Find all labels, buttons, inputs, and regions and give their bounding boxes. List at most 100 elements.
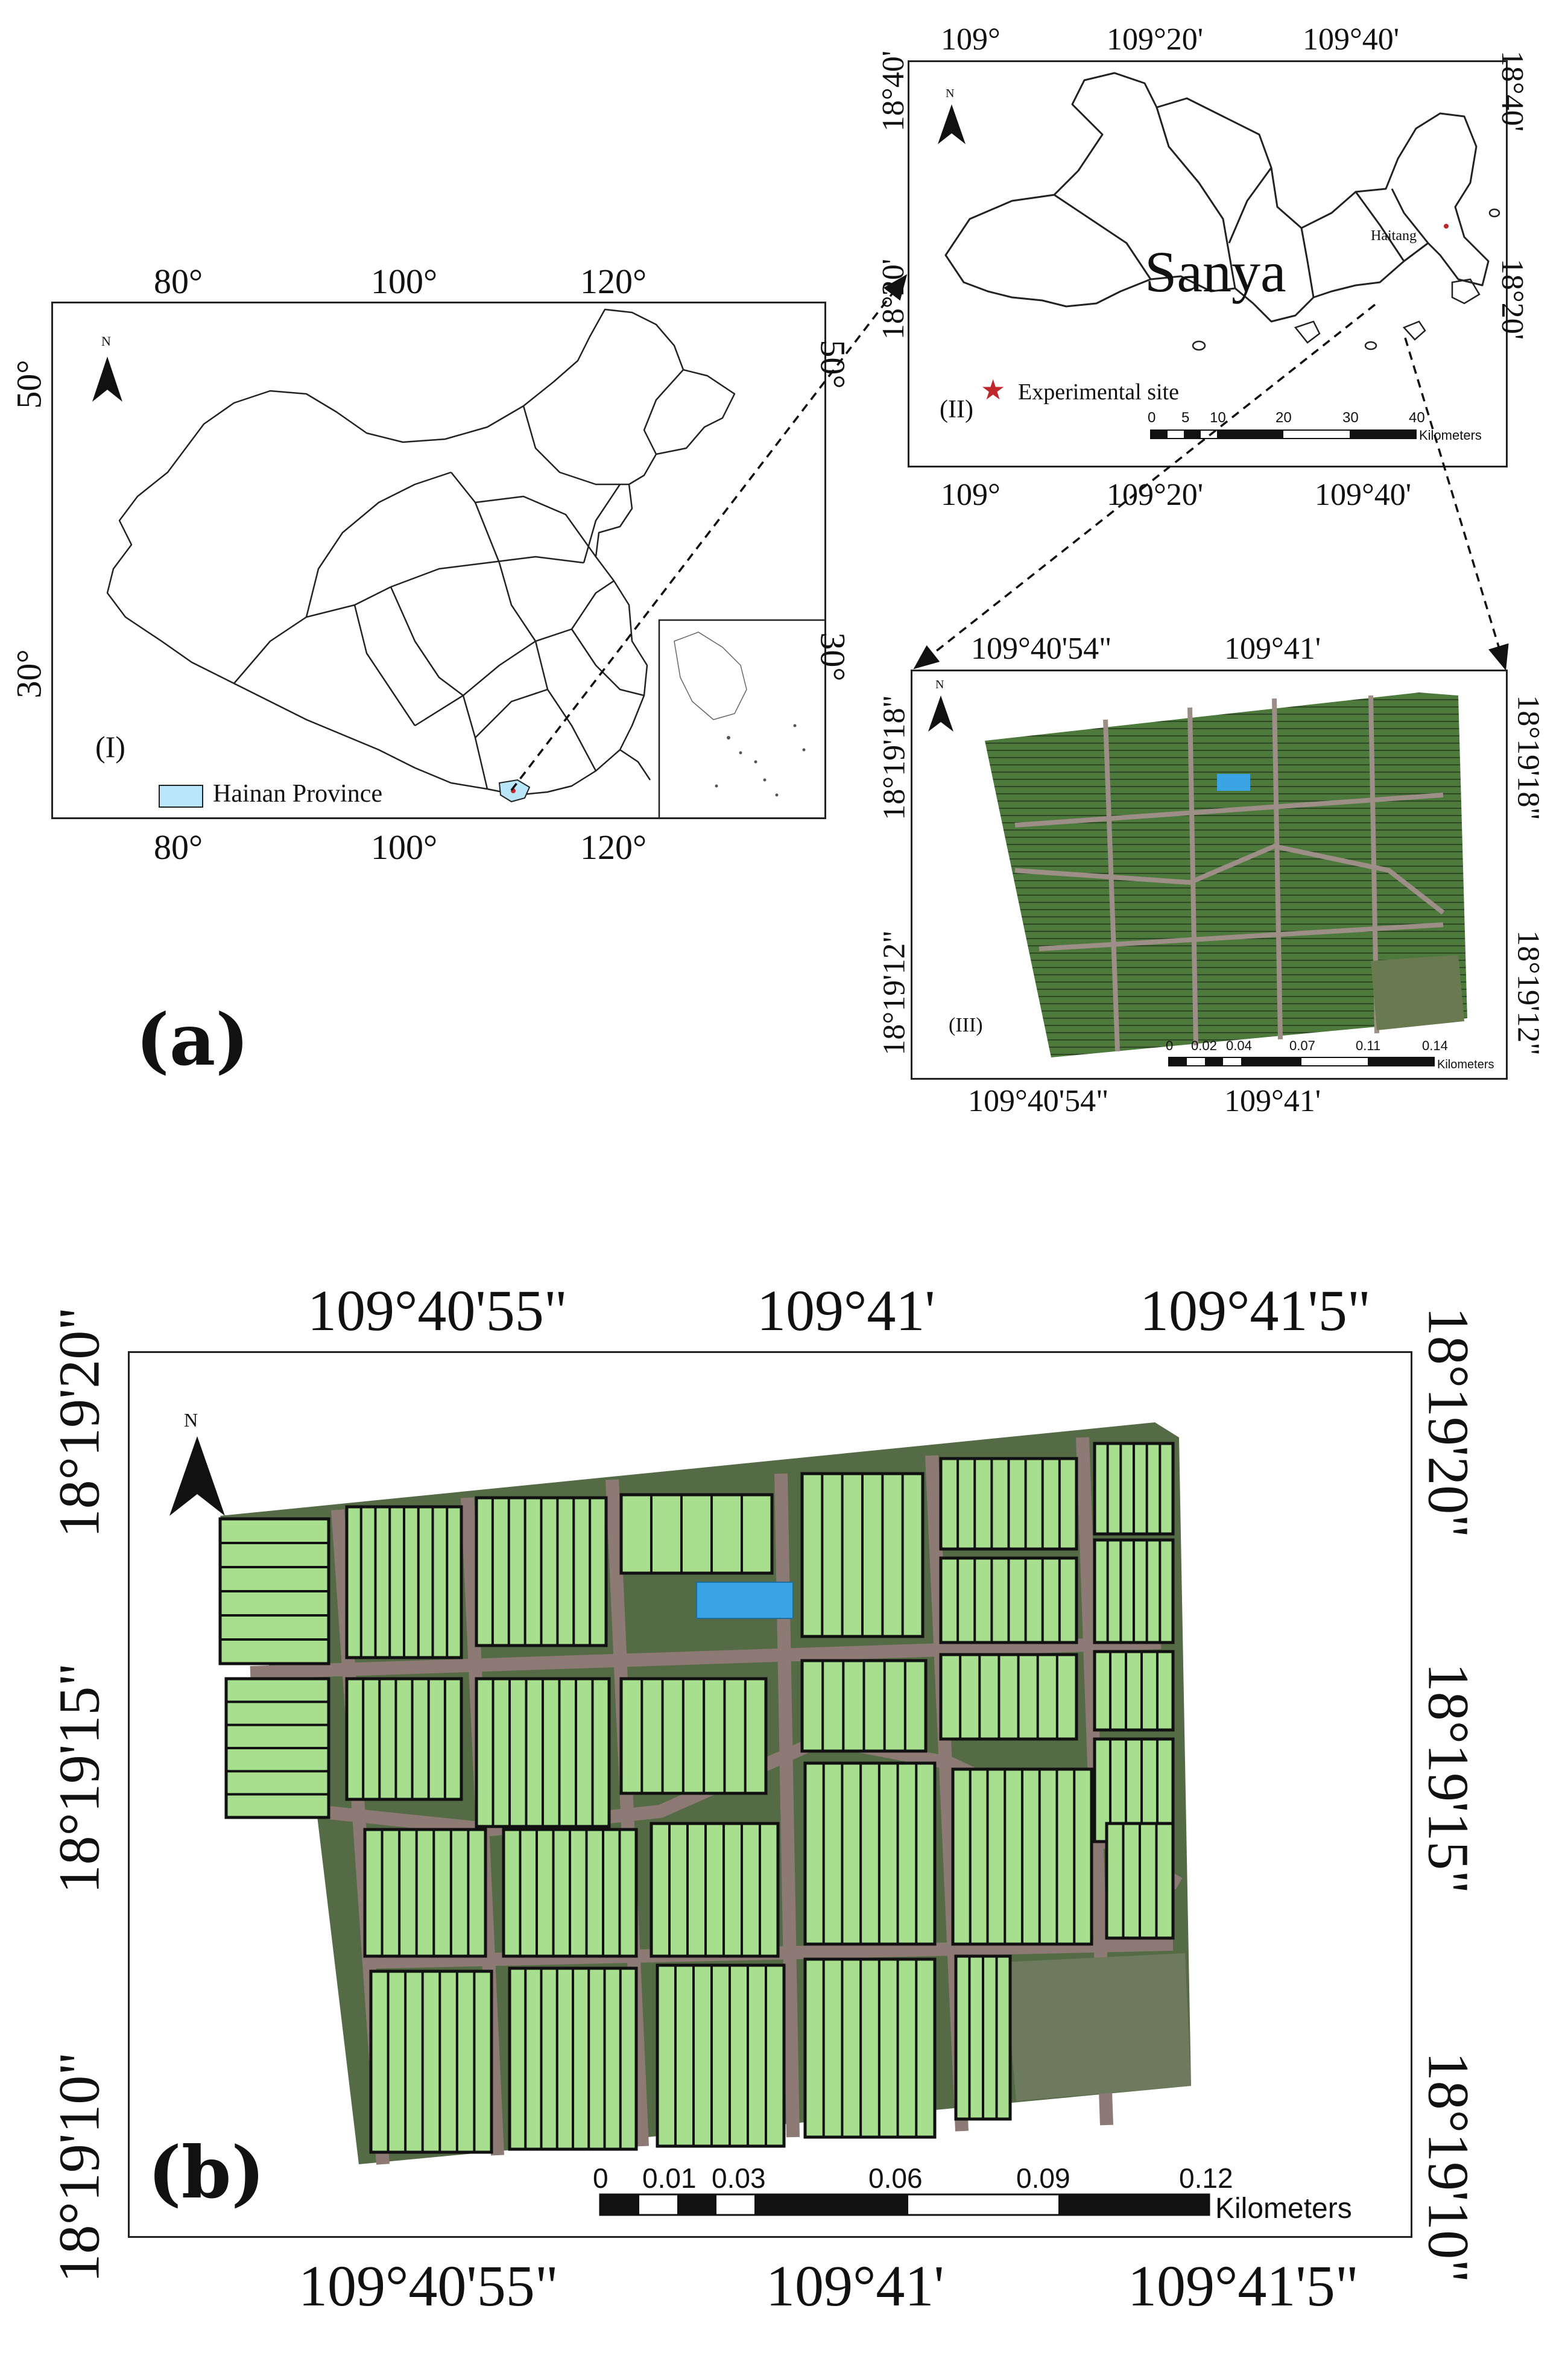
plot-block-fill [369,1969,493,2154]
plot-block-fill [656,1963,786,2148]
plot-block-fill [939,1653,1078,1741]
plot-block [363,1828,487,1958]
plots-map-frame: N 0 0.01 0.03 0.06 0.09 0.12 Kilometers … [128,1351,1412,2238]
plot-block [800,1472,925,1638]
hainan-legend-swatch [159,785,203,808]
sanya-top-tick-1: 109° [941,22,1001,57]
plot-block [345,1505,463,1659]
sanya-city-label: Sanya [1145,239,1286,304]
b-top-tick-1: 109°40'55" [308,1278,567,1343]
site-scale-2: 0.04 [1226,1038,1252,1053]
china-top-tick-2: 100° [371,262,438,301]
plot-block [939,1556,1078,1644]
china-bottom-tick-1: 80° [154,828,203,867]
plot-block-fill [1093,1650,1175,1732]
china-map-frame: N (I) Hainan Province [51,302,826,819]
plot-block-fill [345,1677,463,1801]
china-top-tick-3: 120° [580,262,647,301]
b-left-tick-2: 18°19'15" [46,1662,112,1894]
plot-block [619,1493,774,1575]
plot-block [939,1653,1078,1741]
sanya-top-tick-2: 109°20' [1107,22,1204,57]
plot-block [475,1496,608,1647]
china-top-tick-1: 80° [154,262,203,301]
plots-layer [218,1442,1175,2154]
site-right-tick-2: 18°19'12" [1511,930,1546,1056]
sanya-scale-0: 0 [1148,410,1156,426]
sanya-top-tick-3: 109°40' [1303,22,1400,57]
b-top-tick-3: 109°41'5" [1140,1278,1371,1343]
panel-b-label: (b) [148,2130,265,2214]
b-left-tick-1: 18°19'20" [46,1307,112,1538]
plot-block-fill [650,1822,780,1958]
plots-north-arrow-icon [169,1436,225,1516]
plot-block [954,1954,1012,2121]
b-bottom-tick-1: 109°40'55" [299,2254,558,2318]
b-top-tick-2: 109°41' [757,1278,935,1343]
sanya-scale-1: 5 [1181,410,1190,426]
sanya-scale-5: 40 [1409,410,1425,426]
site-top-tick-2: 109°41' [1224,632,1321,666]
china-map-numeral: (I) [95,730,125,764]
china-bottom-tick-2: 100° [371,828,438,867]
plot-block [345,1677,463,1801]
sanya-north-label: N [946,87,955,100]
plot-block [1105,1822,1175,1940]
plot-block [224,1677,330,1819]
b-left-tick-3: 18°19'10" [46,2051,112,2283]
plot-block [619,1677,768,1795]
sanya-bottom-tick-2: 109°20' [1107,478,1204,512]
plots-scale-unit: Kilometers [1215,2193,1352,2225]
china-outline [106,308,824,817]
sanya-bottom-tick-3: 109°40' [1315,478,1412,512]
plot-block [1093,1442,1175,1536]
plot-block-fill [363,1828,487,1958]
plots-scale-2: 0.03 [712,2162,766,2194]
connector-arrows [510,274,1509,791]
china-north-arrow-icon [92,356,122,402]
plot-block [951,1767,1093,1946]
site-scale-3: 0.07 [1289,1038,1315,1053]
plot-block [508,1966,638,2151]
plot-block [475,1677,611,1828]
site-north-arrow-icon [928,695,953,732]
site-aerial [985,692,1467,1066]
plots-scale-4: 0.09 [1016,2162,1070,2194]
sanya-map-frame: N Sanya Haitang (II) ★ Experimental site… [908,60,1508,467]
plot-block [369,1969,493,2154]
plots-scale-0: 0 [593,2162,609,2194]
sanya-north-arrow-icon [938,104,966,144]
sanya-outline [944,72,1500,439]
plots-scale-1: 0.01 [642,2162,697,2194]
sanya-map-numeral: (II) [940,396,973,423]
plot-block-fill [803,1761,937,1946]
plot-block [502,1828,638,1958]
site-scale-0: 0 [1166,1038,1174,1053]
plot-block [218,1517,330,1665]
plots-scale-bar [599,2193,1210,2216]
site-scale-1: 0.02 [1191,1038,1217,1053]
sanya-bottom-tick-1: 109° [941,478,1001,512]
sanya-scale-4: 30 [1342,410,1359,426]
panel-a-label: (a) [136,998,250,1082]
plot-block [803,1761,937,1946]
plot-block-fill [619,1677,768,1795]
experimental-site-label: Experimental site [1018,379,1179,405]
hainan-legend-label: Hainan Province [213,780,383,808]
b-right-tick-3: 18°19'10" [1416,2051,1481,2283]
b-right-tick-1: 18°19'20" [1416,1307,1481,1538]
site-left-tick-2: 18°19'12" [877,930,912,1056]
plot-block-fill [803,1957,937,2139]
b-right-tick-2: 18°19'15" [1416,1662,1481,1894]
plot-block [656,1963,786,2148]
site-north-label: N [935,678,944,691]
plot-block [1093,1538,1175,1644]
china-north-label: N [101,334,111,349]
sanya-scale-3: 20 [1276,410,1292,426]
site-scale-5: 0.14 [1422,1038,1448,1053]
plot-block [1093,1650,1175,1732]
china-bottom-tick-3: 120° [580,828,647,867]
haitang-label: Haitang [1371,228,1417,244]
sanya-scale-2: 10 [1210,410,1226,426]
plots-scale-5: 0.12 [1179,2162,1233,2194]
